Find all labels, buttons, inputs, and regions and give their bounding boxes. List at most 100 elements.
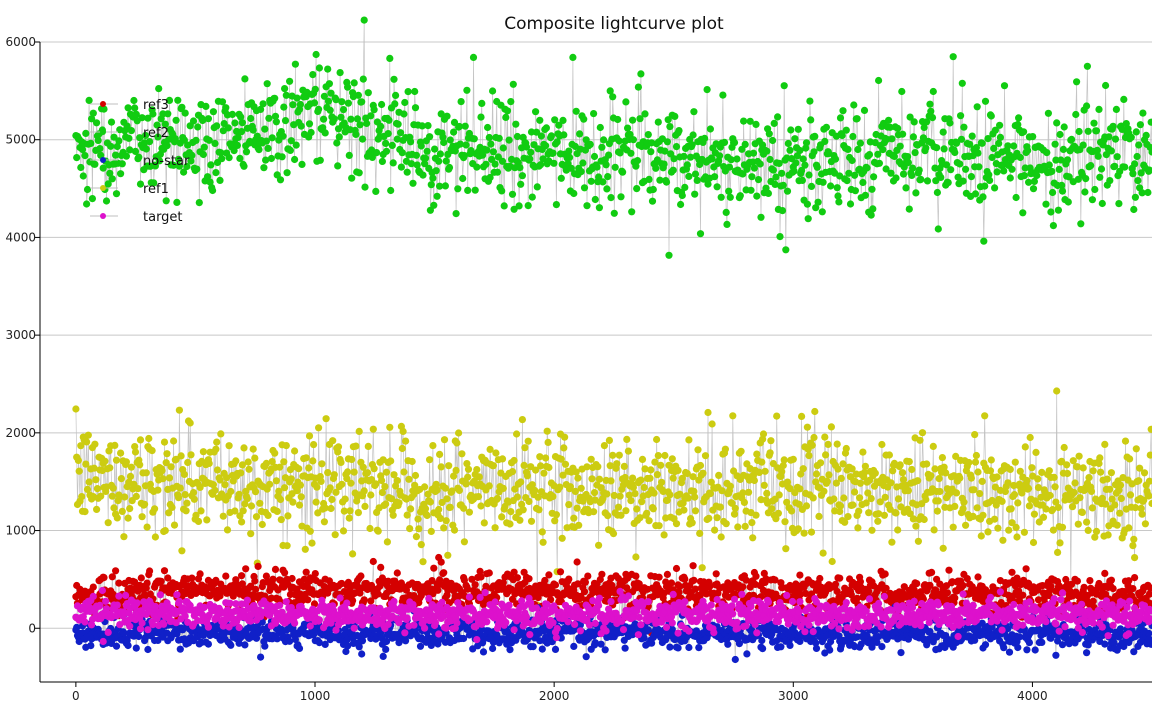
data-point (853, 594, 861, 602)
data-point (310, 441, 318, 449)
data-point (569, 53, 577, 62)
data-point (400, 468, 408, 476)
data-point (355, 643, 363, 651)
data-point (318, 460, 326, 468)
data-point (111, 441, 119, 449)
data-point (536, 116, 544, 124)
data-point (628, 208, 636, 216)
data-point (297, 493, 305, 501)
data-point (512, 120, 520, 128)
data-point (1085, 474, 1093, 482)
data-point (1098, 494, 1106, 502)
data-point (256, 499, 264, 507)
data-point (347, 115, 355, 123)
data-point (646, 474, 654, 482)
data-point (1065, 173, 1073, 181)
data-point (475, 473, 483, 481)
data-point (1038, 468, 1046, 476)
data-point (1096, 173, 1104, 181)
data-point (489, 148, 497, 156)
data-point (206, 178, 214, 186)
data-point (77, 163, 85, 172)
data-point (914, 537, 923, 545)
data-point (583, 202, 591, 210)
data-point (155, 85, 163, 93)
data-point (841, 518, 849, 526)
data-point (616, 492, 624, 500)
data-point (509, 80, 517, 88)
data-point (440, 436, 449, 444)
data-point (117, 170, 125, 178)
data-point (224, 124, 232, 132)
data-point (348, 174, 356, 182)
data-point (311, 570, 319, 578)
data-point (265, 114, 273, 122)
data-point (75, 467, 83, 475)
data-point (900, 583, 908, 591)
data-point (658, 478, 666, 486)
data-point (952, 452, 960, 460)
data-point (372, 187, 380, 195)
data-point (1146, 451, 1152, 459)
data-point (125, 134, 133, 142)
data-point (518, 172, 527, 180)
data-point (640, 634, 648, 642)
data-point (1044, 109, 1052, 117)
data-point (687, 153, 695, 161)
data-point (676, 582, 684, 591)
data-point (590, 489, 599, 497)
data-point (635, 580, 643, 588)
data-point (750, 476, 759, 485)
data-point (767, 437, 775, 445)
data-point (1012, 523, 1020, 532)
data-point (706, 490, 715, 498)
data-point (238, 119, 246, 127)
data-point (413, 161, 421, 169)
data-point (995, 139, 1003, 147)
data-point (963, 575, 971, 583)
data-point (426, 133, 434, 141)
data-point (346, 507, 354, 515)
data-point (522, 143, 531, 151)
data-point (515, 202, 523, 210)
data-point (321, 129, 329, 137)
data-point (491, 524, 499, 532)
data-point (1135, 477, 1143, 485)
data-point (411, 104, 420, 112)
data-point (860, 106, 869, 114)
data-point (807, 116, 815, 124)
data-point (741, 140, 749, 148)
data-point (638, 498, 646, 506)
data-point (973, 103, 981, 111)
data-point (146, 480, 154, 488)
data-point (887, 169, 895, 177)
data-point (517, 180, 525, 188)
data-point (403, 168, 411, 176)
data-point (1140, 496, 1148, 504)
data-point (332, 96, 340, 104)
data-point (315, 424, 323, 432)
data-point (500, 202, 508, 210)
data-point (773, 412, 781, 420)
data-point (661, 451, 669, 460)
data-point (503, 107, 512, 115)
data-point (279, 132, 287, 140)
data-point (1126, 491, 1135, 499)
data-point (560, 444, 568, 452)
data-point (623, 584, 631, 592)
data-point (358, 650, 366, 658)
data-point (507, 508, 515, 516)
data-point (340, 507, 348, 515)
data-point (615, 137, 623, 145)
data-point (1131, 504, 1139, 512)
data-point (1101, 569, 1109, 578)
data-point (1101, 440, 1109, 448)
data-point (217, 430, 225, 438)
data-point (860, 469, 869, 477)
data-point (268, 134, 276, 142)
data-point (386, 54, 394, 63)
data-point (381, 483, 389, 491)
data-point (1082, 175, 1090, 183)
data-point (382, 139, 390, 147)
